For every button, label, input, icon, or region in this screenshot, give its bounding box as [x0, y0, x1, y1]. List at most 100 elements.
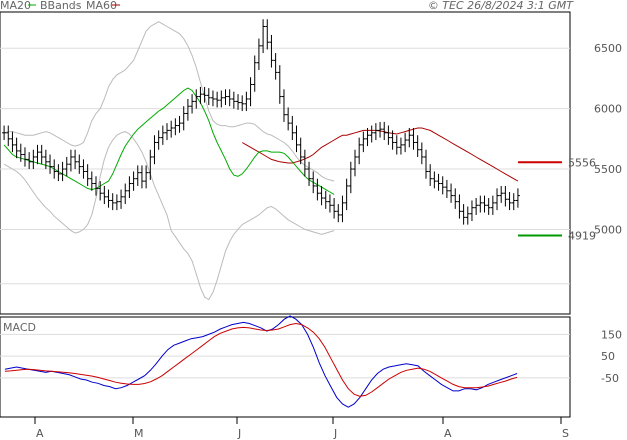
ohlc-bar — [219, 90, 224, 108]
ohlc-bar — [515, 188, 520, 208]
ohlc-bar — [22, 147, 27, 167]
ohlc-bar — [114, 194, 119, 211]
ohlc-bar — [119, 189, 124, 209]
ohlc-bar — [478, 195, 483, 213]
price-panel — [0, 11, 571, 315]
ohlc-bar — [323, 190, 328, 209]
ohlc-bar — [14, 137, 19, 159]
ohlc-bar — [248, 77, 253, 107]
ohlc-bar — [102, 185, 107, 205]
ohlc-bar — [415, 135, 420, 157]
legend-bbands: BBands — [40, 0, 82, 12]
bbands-series — [3, 21, 335, 301]
ohlc-bar — [474, 198, 479, 215]
ohlc-bar — [469, 200, 474, 221]
macd-title: MACD — [3, 321, 36, 334]
ohlc-bar — [52, 159, 57, 179]
x-tick-label: A — [444, 427, 452, 440]
ohlc-bar — [198, 86, 203, 104]
macd-grid — [0, 333, 570, 379]
price-levels: 5556 4919 — [518, 156, 596, 242]
ohlc-bar — [56, 164, 61, 182]
ohlc-bar — [465, 206, 470, 225]
ohlc-bar — [68, 149, 73, 172]
ohlc-bar — [85, 164, 90, 186]
ohlc-bar — [382, 121, 387, 141]
ohlc-bar — [348, 161, 353, 194]
ohlc-bar — [181, 106, 186, 131]
ohlc-bar — [419, 142, 424, 165]
ohlc-bar — [123, 183, 128, 205]
price-grid — [0, 47, 570, 285]
ohlc-bar — [357, 137, 362, 165]
ohlc-bar — [131, 171, 136, 191]
ohlc-bar — [294, 125, 299, 153]
x-tick-label: J — [333, 427, 337, 440]
ohlc-bar — [210, 90, 215, 107]
ohlc-bar — [340, 195, 345, 223]
macd-tick-label: -50 — [601, 372, 619, 385]
ohlc-bar — [453, 188, 458, 209]
ohlc-bar — [173, 118, 178, 136]
ohlc-bar — [60, 161, 65, 182]
ohlc-bar — [495, 188, 500, 211]
ohlc-bar — [10, 131, 15, 153]
price-tick-label: 6000 — [594, 103, 622, 116]
legend-ma20: MA20 — [0, 0, 31, 12]
ohlc-bar — [307, 161, 312, 186]
ohlc-bar — [503, 185, 508, 207]
price-tick-label: 5500 — [594, 163, 622, 176]
ohlc-bar — [190, 94, 195, 114]
ohlc-bar — [2, 125, 7, 141]
ohlc-bar — [499, 185, 504, 203]
ohlc-bar — [89, 171, 94, 191]
ohlc-bar — [424, 149, 429, 179]
ohlc-bar — [31, 149, 36, 170]
ohlc-bar — [6, 125, 11, 147]
ohlc-bar — [215, 91, 220, 108]
ohlc-bar — [35, 144, 40, 165]
x-tick-label: S — [562, 427, 569, 440]
ohlc-bar — [319, 185, 324, 206]
ohlc-bar — [298, 137, 303, 165]
macd-line — [4, 322, 518, 397]
ohlc-bar — [206, 88, 211, 106]
legend: MA20 BBands MA60 — [0, 0, 120, 12]
ohlc-bar — [18, 143, 23, 162]
legend-ma60: MA60 — [86, 0, 117, 12]
ohlc-bar — [43, 149, 48, 170]
ohlc-bar — [482, 195, 487, 213]
ohlc-bar — [386, 125, 391, 145]
ohlc-bar — [428, 164, 433, 186]
ohlc-bar — [457, 194, 462, 219]
ohlc-bar — [240, 95, 245, 112]
ohlc-bar — [156, 130, 161, 150]
ohlc-bar — [269, 34, 274, 68]
ohlc-bar — [407, 127, 412, 148]
ohlc-bar — [64, 156, 69, 177]
ohlc-bar — [390, 130, 395, 150]
ohlc-bar — [327, 194, 332, 213]
price-level-label: 5556 — [568, 156, 596, 169]
macd-axis: 150 50 -50 — [601, 328, 622, 384]
ohlc-bar — [486, 198, 491, 215]
x-tick-label: A — [36, 427, 44, 440]
ohlc-bar — [315, 178, 320, 201]
ma20-series — [3, 87, 335, 195]
ohlc-bar — [139, 165, 144, 189]
price-tick-label: 6500 — [594, 42, 622, 55]
ohlc-bar — [194, 89, 199, 109]
ohlc-bar — [27, 152, 32, 170]
ohlc-bar — [449, 183, 454, 203]
x-tick-label: J — [237, 427, 241, 440]
ohlc-bar — [411, 127, 416, 150]
ohlc-bar — [432, 171, 437, 189]
ohlc-bar — [261, 19, 266, 54]
ohlc-bar — [378, 121, 383, 138]
ohlc-bar — [165, 123, 170, 141]
ohlc-bar — [265, 19, 270, 50]
ohlc-bar — [169, 120, 174, 138]
macd-tick-label: 150 — [601, 328, 622, 341]
macd-line — [4, 315, 518, 408]
